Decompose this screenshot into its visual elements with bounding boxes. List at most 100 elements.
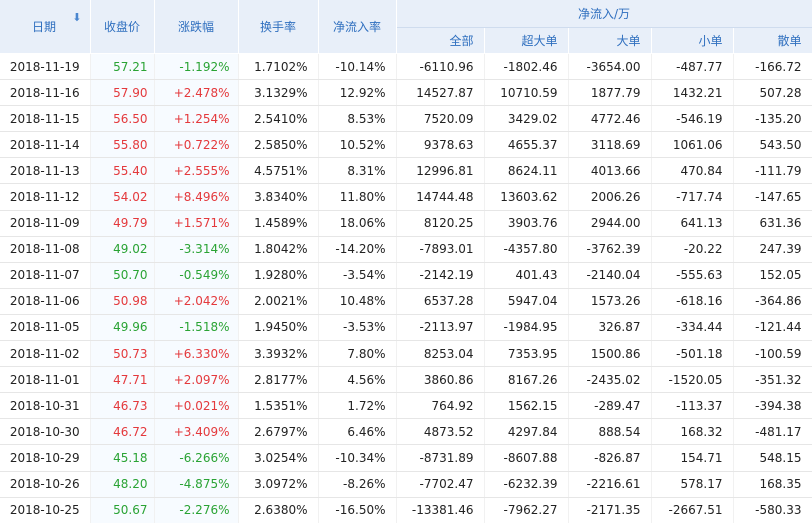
net-inflow-rate-cell: -8.26%	[318, 471, 397, 498]
net-inflow-total-cell: 12996.81	[396, 157, 485, 185]
net-inflow-super-large-cell: 401.43	[484, 262, 569, 289]
change-percent-cell: +2.478%	[154, 79, 239, 107]
net-inflow-super-large-cell: 8167.26	[484, 366, 569, 394]
net-inflow-rate-cell: 10.52%	[318, 131, 397, 159]
net-inflow-total-cell: 8120.25	[396, 210, 485, 237]
turnover-rate-cell: 1.7102%	[238, 53, 319, 81]
header-close[interactable]: 收盘价	[90, 0, 155, 54]
table-row: 2018-11-02 50.73 +6.330% 3.3932% 7.80% 8253.0…	[0, 340, 812, 368]
date-cell: 2018-11-12	[0, 183, 91, 211]
date-cell: 2018-11-15	[0, 105, 91, 133]
turnover-rate-cell: 1.4589%	[238, 210, 319, 237]
net-inflow-retail-cell: -135.20	[733, 105, 812, 133]
net-inflow-large-cell: -2140.04	[568, 262, 652, 289]
change-percent-cell: +8.496%	[154, 183, 239, 211]
date-cell: 2018-11-09	[0, 210, 91, 237]
turnover-rate-cell: 4.5751%	[238, 157, 319, 185]
net-inflow-super-large-cell: -7962.27	[484, 497, 569, 523]
net-inflow-total-cell: -8731.89	[396, 444, 485, 472]
net-inflow-retail-cell: 543.50	[733, 131, 812, 159]
net-inflow-large-cell: 4772.46	[568, 105, 652, 133]
table-body: 2018-11-19 57.21 -1.192% 1.7102% -10.14% -611…	[0, 53, 812, 523]
net-inflow-total-cell: -2113.97	[396, 314, 485, 342]
change-percent-cell: +2.097%	[154, 366, 239, 394]
net-inflow-retail-cell: -121.44	[733, 314, 812, 342]
table-row: 2018-11-08 49.02 -3.314% 1.8042% -14.20% -789…	[0, 236, 812, 263]
header-change[interactable]: 涨跌幅	[154, 0, 239, 54]
net-inflow-retail-cell: 507.28	[733, 79, 812, 107]
date-cell: 2018-10-29	[0, 444, 91, 472]
net-inflow-super-large-cell: 5947.04	[484, 288, 569, 315]
net-inflow-rate-cell: -10.34%	[318, 444, 397, 472]
net-inflow-super-large-cell: -4357.80	[484, 236, 569, 263]
header-date[interactable]: 日期 ⬇	[0, 0, 91, 54]
net-inflow-total-cell: 764.92	[396, 392, 485, 420]
net-inflow-rate-cell: -14.20%	[318, 236, 397, 263]
net-inflow-super-large-cell: -6232.39	[484, 471, 569, 498]
net-inflow-large-cell: 2944.00	[568, 210, 652, 237]
net-inflow-large-cell: 2006.26	[568, 183, 652, 211]
header-retail[interactable]: 散单	[733, 27, 812, 54]
turnover-rate-cell: 1.9450%	[238, 314, 319, 342]
table-row: 2018-11-13 55.40 +2.555% 4.5751% 8.31% 12996.…	[0, 157, 812, 185]
net-inflow-total-cell: -13381.46	[396, 497, 485, 523]
table-row: 2018-11-05 49.96 -1.518% 1.9450% -3.53% -2113…	[0, 314, 812, 342]
turnover-rate-cell: 2.8177%	[238, 366, 319, 394]
table-row: 2018-11-12 54.02 +8.496% 3.8340% 11.80% 14744…	[0, 183, 812, 211]
change-percent-cell: +0.021%	[154, 392, 239, 420]
net-inflow-rate-cell: 4.56%	[318, 366, 397, 394]
header-super-large[interactable]: 超大单	[484, 27, 569, 54]
close-price-cell: 57.90	[90, 79, 155, 107]
change-percent-cell: -2.276%	[154, 497, 239, 523]
header-net-rate[interactable]: 净流入率	[318, 0, 397, 54]
table-row: 2018-10-31 46.73 +0.021% 1.5351% 1.72% 764.92…	[0, 392, 812, 420]
change-percent-cell: -3.314%	[154, 236, 239, 263]
net-inflow-retail-cell: -481.17	[733, 418, 812, 446]
net-inflow-large-cell: -2435.02	[568, 366, 652, 394]
turnover-rate-cell: 2.0021%	[238, 288, 319, 315]
close-price-cell: 55.40	[90, 157, 155, 185]
net-inflow-retail-cell: -100.59	[733, 340, 812, 368]
net-inflow-retail-cell: -111.79	[733, 157, 812, 185]
table-header: 日期 ⬇ 收盘价 涨跌幅 换手率 净流入率 净流入/万 全部 超大单 大单 小单…	[0, 0, 812, 54]
net-inflow-super-large-cell: 3903.76	[484, 210, 569, 237]
net-inflow-rate-cell: -10.14%	[318, 53, 397, 81]
net-inflow-retail-cell: 168.35	[733, 471, 812, 498]
change-percent-cell: -4.875%	[154, 471, 239, 498]
table-row: 2018-11-09 49.79 +1.571% 1.4589% 18.06% 8120.…	[0, 210, 812, 237]
net-inflow-rate-cell: 8.31%	[318, 157, 397, 185]
net-inflow-super-large-cell: -1802.46	[484, 53, 569, 81]
turnover-rate-cell: 2.5850%	[238, 131, 319, 159]
header-small[interactable]: 小单	[651, 27, 734, 54]
header-net-flow-group: 净流入/万	[396, 0, 812, 28]
net-inflow-rate-cell: 10.48%	[318, 288, 397, 315]
close-price-cell: 49.96	[90, 314, 155, 342]
net-inflow-super-large-cell: -8607.88	[484, 444, 569, 472]
header-turnover[interactable]: 换手率	[238, 0, 319, 54]
date-cell: 2018-11-14	[0, 131, 91, 159]
net-inflow-total-cell: 14527.87	[396, 79, 485, 107]
close-price-cell: 49.79	[90, 210, 155, 237]
net-inflow-retail-cell: 247.39	[733, 236, 812, 263]
table-row: 2018-10-30 46.72 +3.409% 2.6797% 6.46% 4873.5…	[0, 418, 812, 446]
net-inflow-small-cell: -1520.05	[651, 366, 734, 394]
net-inflow-rate-cell: 18.06%	[318, 210, 397, 237]
net-inflow-rate-cell: -16.50%	[318, 497, 397, 523]
sort-desc-icon[interactable]: ⬇	[72, 11, 82, 24]
turnover-rate-cell: 3.3932%	[238, 340, 319, 368]
net-inflow-small-cell: 641.13	[651, 210, 734, 237]
change-percent-cell: +1.571%	[154, 210, 239, 237]
table-row: 2018-11-15 56.50 +1.254% 2.5410% 8.53% 7520.0…	[0, 105, 812, 133]
net-inflow-small-cell: -555.63	[651, 262, 734, 289]
net-inflow-large-cell: -2171.35	[568, 497, 652, 523]
header-total[interactable]: 全部	[396, 27, 485, 54]
net-inflow-large-cell: -826.87	[568, 444, 652, 472]
date-cell: 2018-11-01	[0, 366, 91, 394]
close-price-cell: 55.80	[90, 131, 155, 159]
change-percent-cell: -0.549%	[154, 262, 239, 289]
net-inflow-total-cell: 7520.09	[396, 105, 485, 133]
header-large[interactable]: 大单	[568, 27, 652, 54]
net-inflow-total-cell: -2142.19	[396, 262, 485, 289]
net-inflow-rate-cell: 1.72%	[318, 392, 397, 420]
